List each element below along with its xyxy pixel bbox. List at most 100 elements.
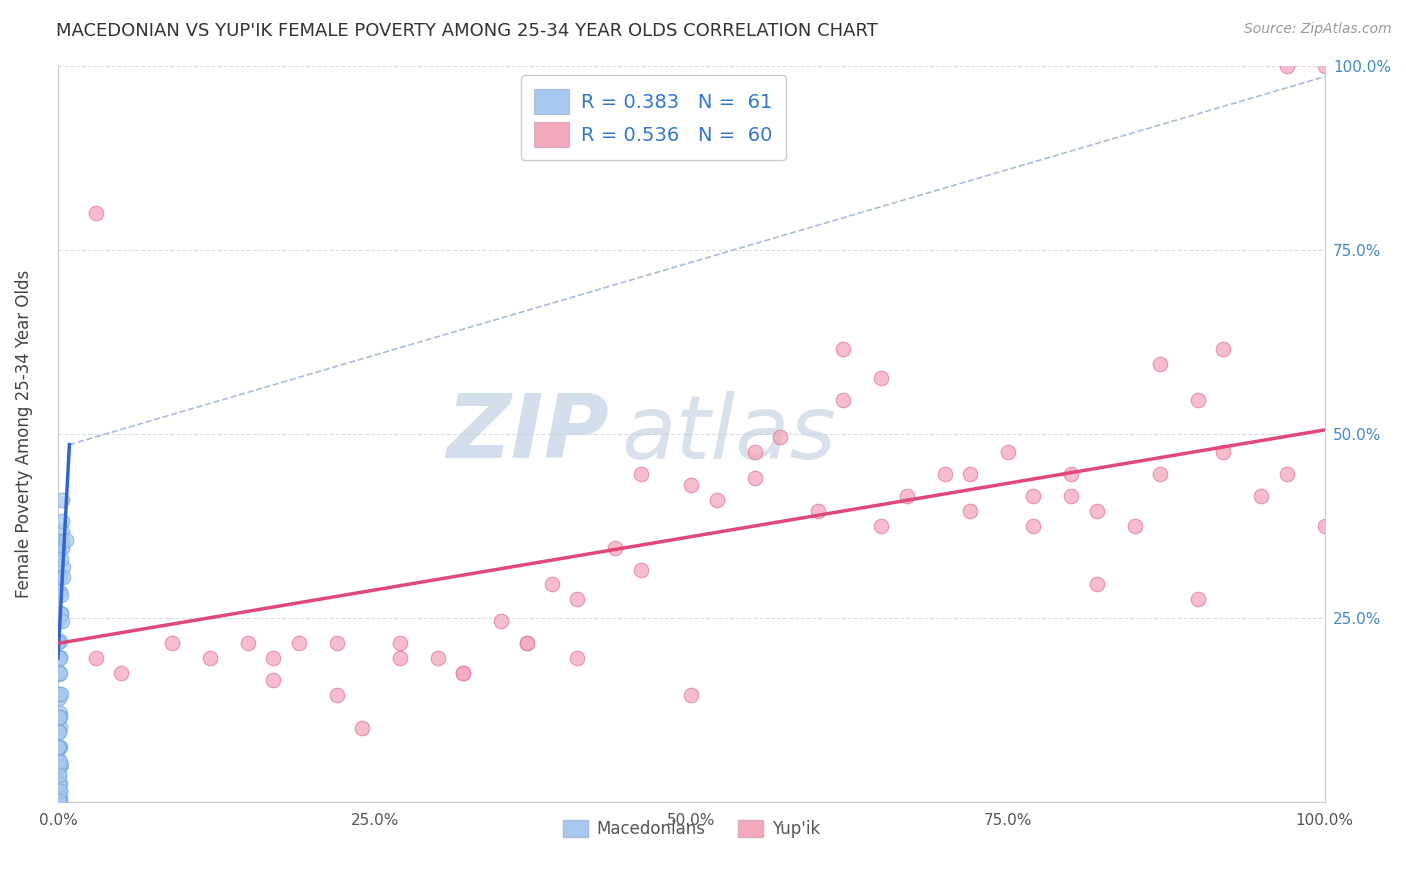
Point: [516, 636, 538, 650]
Point: [1212, 342, 1234, 356]
Point: [1060, 489, 1083, 503]
Point: [832, 393, 855, 408]
Point: [1313, 59, 1336, 73]
Point: [49, 607, 72, 621]
Point: [605, 541, 627, 555]
Point: [48, 768, 70, 782]
Text: MACEDONIAN VS YUP'IK FEMALE POVERTY AMONG 25-34 YEAR OLDS CORRELATION CHART: MACEDONIAN VS YUP'IK FEMALE POVERTY AMON…: [56, 22, 879, 40]
Point: [48, 691, 70, 706]
Point: [51, 533, 73, 548]
Point: [55, 533, 77, 547]
Point: [1275, 59, 1298, 73]
Point: [388, 636, 411, 650]
Point: [48, 739, 70, 754]
Point: [236, 636, 259, 650]
Point: [52, 570, 75, 584]
Point: [48, 651, 70, 665]
Point: [744, 471, 766, 485]
Point: [541, 577, 564, 591]
Point: [48, 710, 70, 724]
Point: [832, 342, 855, 356]
Point: [49, 650, 72, 665]
Point: [48, 687, 70, 701]
Point: [1250, 489, 1272, 503]
Point: [959, 467, 981, 481]
Point: [48, 649, 70, 664]
Point: [48, 760, 70, 774]
Point: [1060, 467, 1083, 481]
Point: [49, 706, 72, 720]
Point: [1149, 357, 1171, 371]
Point: [49, 790, 72, 805]
Point: [48, 759, 70, 773]
Point: [51, 514, 73, 528]
Point: [51, 541, 73, 555]
Point: [48, 788, 70, 802]
Point: [870, 518, 893, 533]
Point: [46, 687, 69, 701]
Point: [48, 739, 70, 754]
Point: [1022, 518, 1045, 533]
Point: [491, 614, 513, 628]
Point: [46, 635, 69, 649]
Point: [49, 784, 72, 798]
Point: [48, 724, 70, 739]
Point: [48, 724, 70, 739]
Point: [427, 651, 450, 665]
Point: [49, 758, 72, 772]
Point: [287, 636, 309, 650]
Point: [1187, 592, 1209, 607]
Point: [48, 584, 70, 599]
Point: [388, 651, 411, 665]
Point: [48, 755, 70, 769]
Point: [49, 552, 72, 566]
Point: [84, 206, 107, 220]
Point: [1123, 518, 1146, 533]
Point: [262, 673, 284, 687]
Point: [49, 633, 72, 648]
Point: [769, 430, 792, 444]
Point: [1275, 467, 1298, 481]
Point: [630, 467, 652, 481]
Point: [48, 720, 70, 734]
Point: [1085, 504, 1108, 518]
Point: [262, 651, 284, 665]
Point: [48, 740, 70, 755]
Point: [48, 613, 70, 627]
Point: [325, 636, 347, 650]
Point: [959, 504, 981, 518]
Point: [1085, 577, 1108, 591]
Point: [1313, 518, 1336, 533]
Point: [49, 687, 72, 701]
Point: [160, 636, 183, 650]
Point: [681, 688, 703, 702]
Point: [997, 445, 1019, 459]
Point: [198, 651, 221, 665]
Point: [51, 492, 73, 507]
Point: [1149, 467, 1171, 481]
Point: [48, 794, 70, 808]
Point: [48, 767, 70, 781]
Point: [52, 559, 75, 574]
Point: [630, 563, 652, 577]
Point: [48, 777, 70, 791]
Point: [325, 688, 347, 702]
Point: [870, 371, 893, 385]
Point: [51, 614, 73, 628]
Text: ZIP: ZIP: [446, 390, 609, 477]
Point: [48, 739, 70, 754]
Point: [49, 607, 72, 622]
Point: [48, 753, 70, 767]
Point: [1022, 489, 1045, 503]
Point: [48, 534, 70, 549]
Point: [48, 792, 70, 806]
Point: [84, 651, 107, 665]
Point: [567, 592, 589, 607]
Text: atlas: atlas: [621, 391, 837, 476]
Point: [807, 504, 830, 518]
Point: [49, 784, 72, 798]
Point: [48, 665, 70, 680]
Point: [681, 478, 703, 492]
Point: [49, 776, 72, 790]
Point: [48, 665, 70, 680]
